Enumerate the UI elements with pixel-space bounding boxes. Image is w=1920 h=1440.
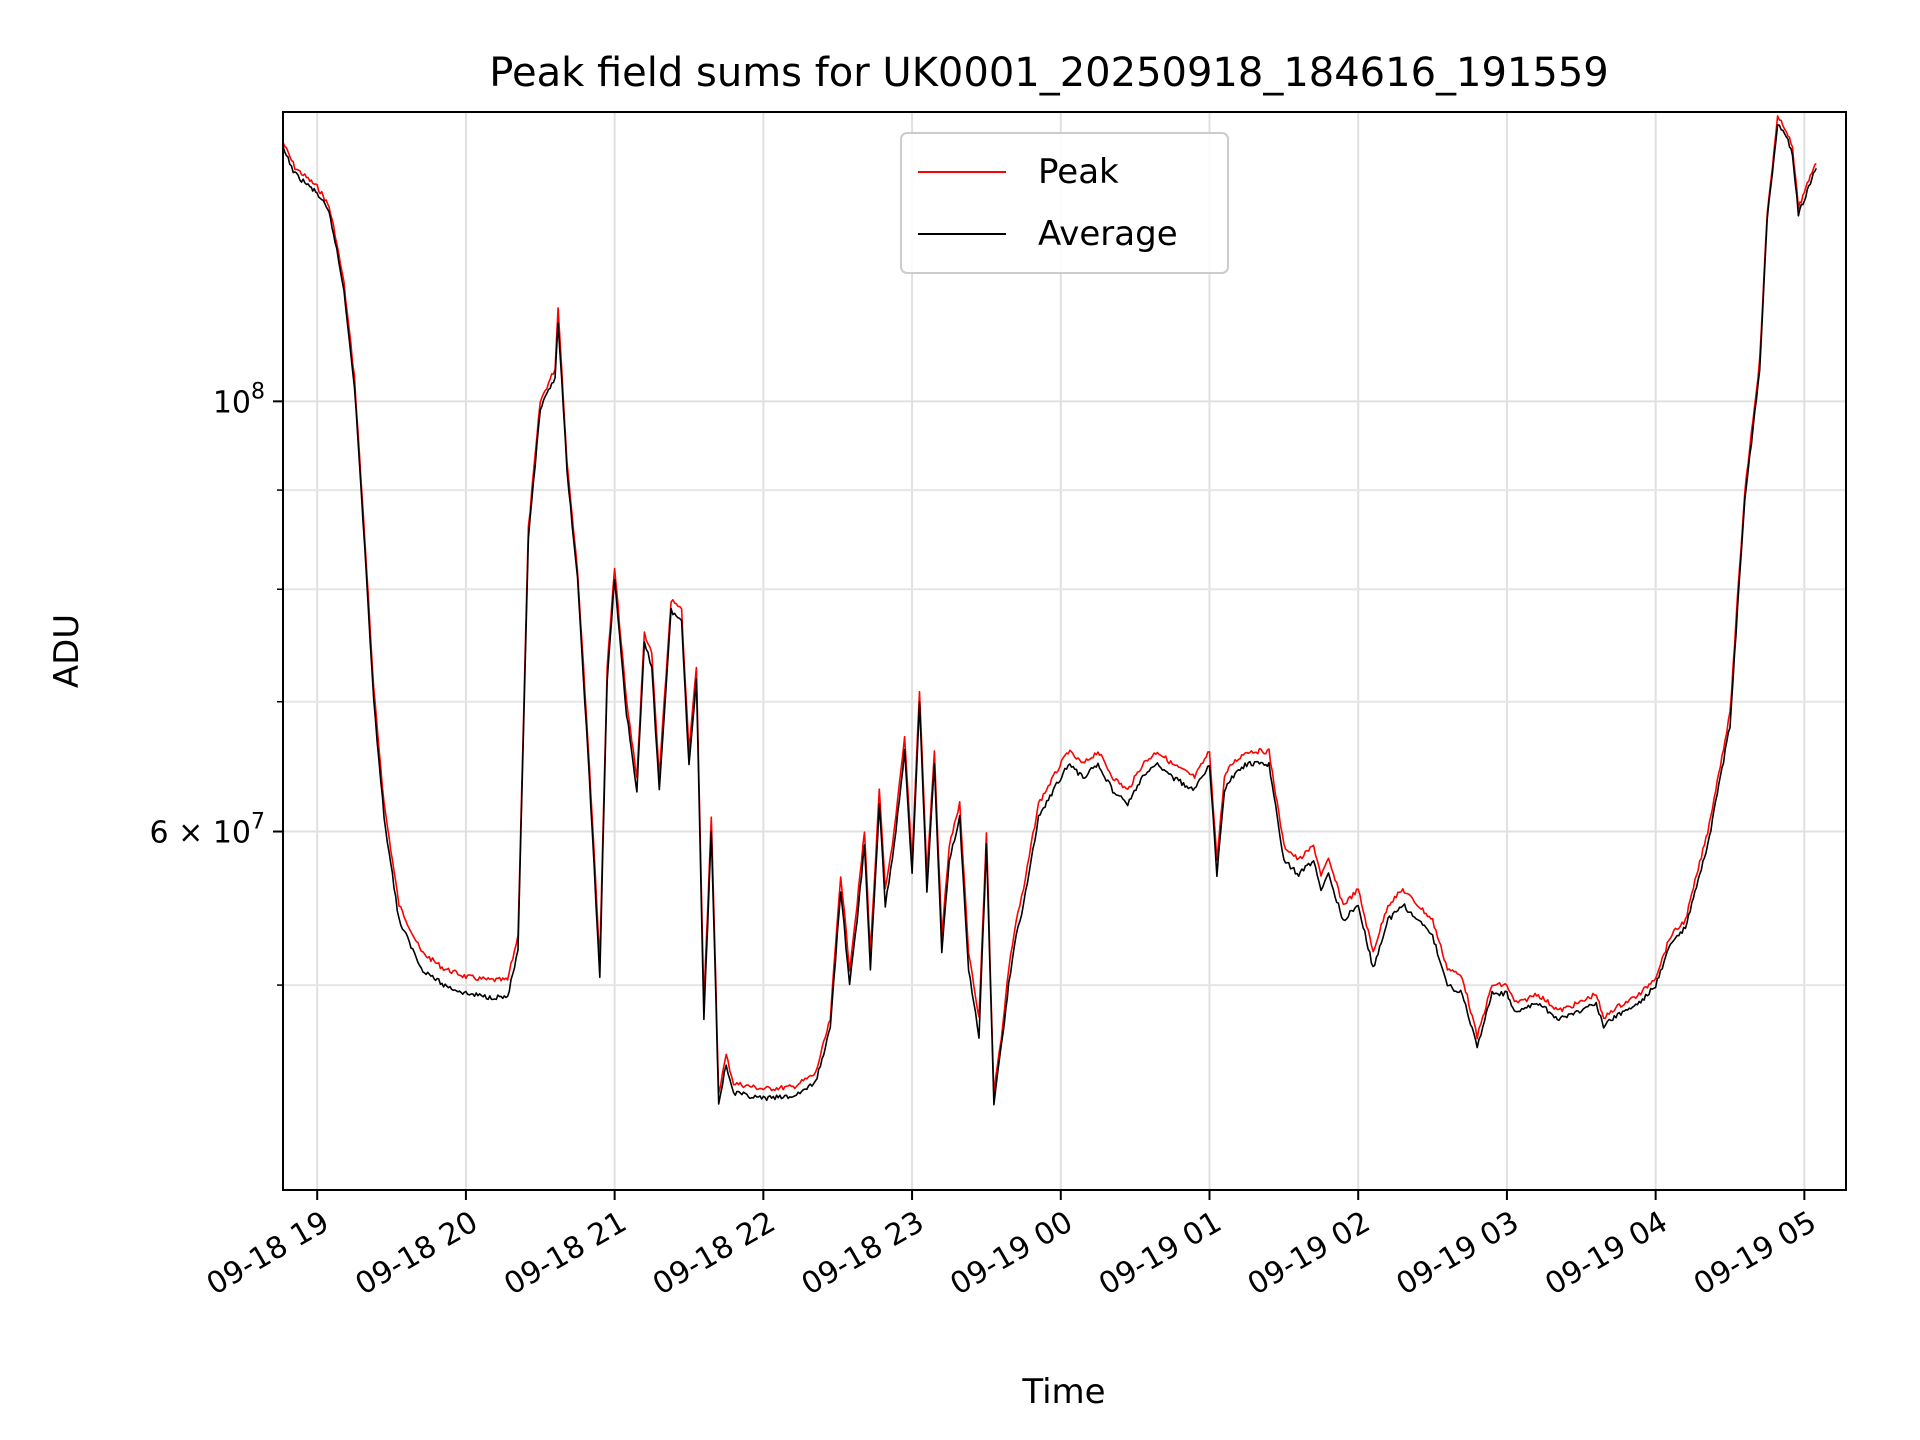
average-series-line xyxy=(282,124,1818,1106)
legend: Peak Average xyxy=(900,132,1229,274)
series-layer xyxy=(282,115,1818,1106)
x-tick-label: 09-19 03 xyxy=(1391,1205,1525,1303)
x-tick-label: 09-19 00 xyxy=(944,1205,1078,1303)
y-axis-label: ADU xyxy=(47,614,87,688)
x-tick-label: 09-18 19 xyxy=(201,1205,335,1303)
x-tick-label: 09-19 01 xyxy=(1093,1205,1227,1303)
x-tick-label: 09-19 04 xyxy=(1539,1205,1673,1303)
x-axis-label: Time xyxy=(1021,1372,1105,1412)
plot-frame xyxy=(282,111,1847,1191)
x-tick-label: 09-19 02 xyxy=(1242,1205,1376,1303)
x-tick-label: 09-18 21 xyxy=(498,1205,632,1303)
legend-label-peak: Peak xyxy=(1038,152,1119,192)
y-axis-ticks: 108 6 × 107 xyxy=(150,379,283,986)
chart-title: Peak field sums for UK0001_20250918_1846… xyxy=(489,50,1608,96)
x-tick-label: 09-19 05 xyxy=(1688,1205,1822,1303)
x-tick-label: 09-18 20 xyxy=(350,1205,484,1303)
y-tick-label: 108 xyxy=(213,379,265,420)
x-tick-label: 09-18 23 xyxy=(796,1205,930,1303)
legend-box xyxy=(900,132,1229,274)
x-tick-label: 09-18 22 xyxy=(647,1205,781,1303)
legend-label-average: Average xyxy=(1038,214,1178,254)
y-tick-label: 6 × 107 xyxy=(150,810,265,851)
x-axis-ticks: 09-18 19 09-18 20 09-18 21 09-18 22 09-18 23… xyxy=(201,1190,1822,1302)
